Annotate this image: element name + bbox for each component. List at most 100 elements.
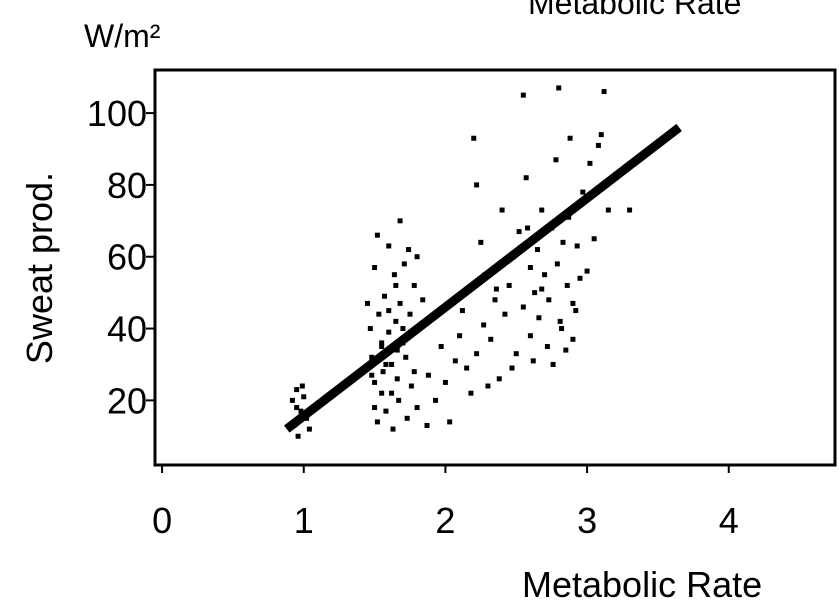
x-tick-label: 2 bbox=[435, 500, 455, 541]
y-tick-label: 40 bbox=[107, 309, 147, 350]
plot-area-frame bbox=[153, 68, 837, 467]
data-point bbox=[394, 376, 400, 382]
data-point bbox=[580, 189, 586, 195]
data-point bbox=[425, 372, 431, 378]
data-point bbox=[605, 207, 611, 213]
x-tick-label: 3 bbox=[577, 500, 597, 541]
data-point bbox=[577, 275, 583, 281]
data-point bbox=[587, 160, 593, 166]
regression-line bbox=[284, 123, 682, 433]
data-point bbox=[406, 247, 412, 253]
data-point bbox=[513, 351, 519, 357]
trend-line bbox=[284, 123, 682, 433]
data-point bbox=[550, 361, 556, 367]
x-tick-label: 1 bbox=[294, 500, 314, 541]
data-point bbox=[520, 92, 526, 98]
data-point bbox=[365, 300, 370, 306]
data-point bbox=[386, 329, 392, 335]
data-point bbox=[459, 308, 465, 314]
x-tick-label: 0 bbox=[152, 500, 172, 541]
data-point bbox=[294, 387, 300, 393]
y-axis: 20 40 60 80 100 bbox=[87, 93, 155, 421]
data-point bbox=[502, 311, 508, 317]
data-point bbox=[536, 315, 542, 321]
data-point bbox=[527, 265, 533, 270]
data-point bbox=[295, 433, 301, 439]
data-point bbox=[411, 282, 417, 288]
y-tick-label: 60 bbox=[107, 237, 147, 278]
data-point bbox=[499, 207, 505, 213]
data-point bbox=[298, 408, 304, 414]
data-point bbox=[372, 265, 378, 270]
data-point bbox=[527, 333, 533, 339]
data-point bbox=[382, 293, 387, 299]
data-point bbox=[481, 322, 487, 328]
data-point bbox=[574, 243, 580, 249]
data-point bbox=[564, 282, 570, 288]
data-point bbox=[474, 351, 480, 357]
data-point bbox=[411, 369, 417, 375]
x-tick-label: 4 bbox=[719, 500, 739, 541]
y-tick-label: 20 bbox=[107, 380, 147, 421]
data-point bbox=[452, 358, 458, 364]
data-point bbox=[447, 419, 453, 425]
data-point bbox=[379, 340, 385, 346]
data-point bbox=[539, 286, 545, 292]
x-axis: 0 1 2 3 4 bbox=[152, 465, 739, 541]
data-point bbox=[595, 142, 601, 148]
data-point bbox=[478, 239, 484, 245]
data-point bbox=[379, 344, 385, 349]
y-tick-label: 80 bbox=[107, 165, 147, 206]
data-point bbox=[390, 426, 396, 432]
data-point bbox=[520, 304, 526, 310]
data-point bbox=[493, 286, 499, 292]
data-point bbox=[442, 379, 448, 385]
data-point bbox=[556, 85, 562, 91]
data-point bbox=[488, 336, 494, 342]
data-point bbox=[379, 390, 385, 396]
data-point bbox=[294, 405, 300, 411]
data-point bbox=[389, 390, 395, 396]
data-point bbox=[584, 268, 590, 274]
data-point bbox=[372, 379, 378, 385]
data-point bbox=[506, 282, 512, 288]
data-point bbox=[563, 347, 569, 353]
data-point bbox=[376, 311, 382, 317]
data-point bbox=[496, 376, 502, 382]
data-point bbox=[301, 394, 307, 400]
data-point bbox=[509, 365, 515, 371]
data-point bbox=[400, 326, 406, 332]
data-point bbox=[485, 383, 491, 389]
data-point bbox=[468, 390, 474, 396]
data-point bbox=[414, 405, 420, 411]
data-point bbox=[601, 89, 607, 95]
data-point bbox=[394, 347, 400, 353]
data-point bbox=[433, 397, 438, 403]
data-point bbox=[386, 308, 392, 314]
data-point bbox=[591, 236, 597, 242]
data-point bbox=[374, 419, 380, 425]
data-point bbox=[539, 207, 545, 213]
data-point bbox=[424, 423, 430, 428]
data-point bbox=[408, 383, 414, 389]
data-point bbox=[391, 272, 397, 278]
data-point bbox=[471, 135, 477, 141]
data-point bbox=[397, 218, 403, 224]
data-point bbox=[306, 426, 312, 432]
data-point bbox=[289, 397, 295, 403]
data-point bbox=[414, 254, 420, 260]
data-point bbox=[457, 333, 463, 339]
data-point bbox=[544, 344, 550, 349]
data-point bbox=[542, 272, 548, 278]
data-point bbox=[420, 297, 426, 303]
data-point bbox=[404, 415, 410, 421]
x-axis-label: Metabolic Rate bbox=[522, 564, 762, 602]
data-point bbox=[554, 261, 560, 267]
data-point bbox=[374, 232, 380, 238]
data-point bbox=[383, 408, 389, 414]
data-point bbox=[546, 297, 552, 303]
data-point bbox=[570, 336, 576, 342]
data-point bbox=[380, 369, 386, 375]
data-point bbox=[567, 135, 573, 141]
